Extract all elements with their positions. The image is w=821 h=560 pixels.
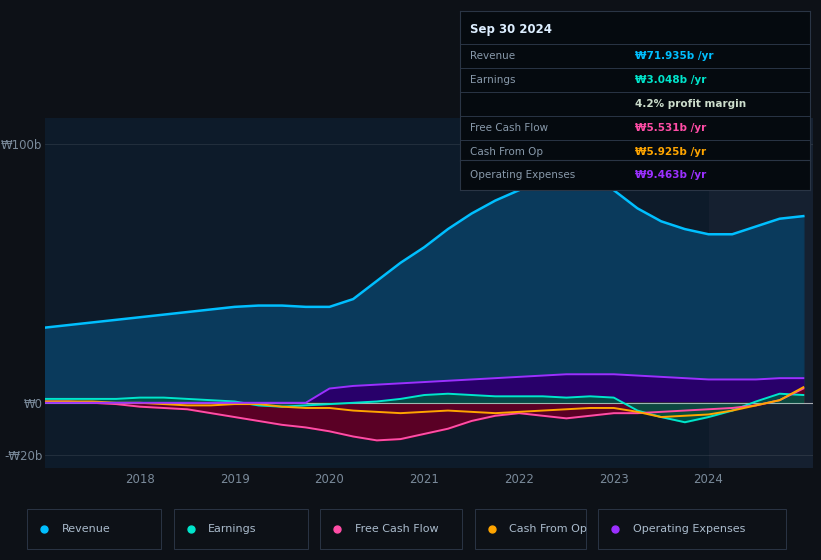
- Text: ₩3.048b /yr: ₩3.048b /yr: [635, 75, 706, 85]
- Text: Earnings: Earnings: [470, 75, 516, 85]
- Text: Sep 30 2024: Sep 30 2024: [470, 23, 553, 36]
- Text: Free Cash Flow: Free Cash Flow: [470, 123, 548, 133]
- Text: Cash From Op: Cash From Op: [509, 525, 587, 534]
- Text: Revenue: Revenue: [470, 51, 516, 61]
- Text: Cash From Op: Cash From Op: [470, 147, 544, 157]
- Bar: [709, 118, 813, 468]
- Text: Operating Expenses: Operating Expenses: [633, 525, 745, 534]
- Text: Operating Expenses: Operating Expenses: [470, 170, 576, 180]
- Text: ₩5.925b /yr: ₩5.925b /yr: [635, 147, 706, 157]
- Text: Free Cash Flow: Free Cash Flow: [355, 525, 438, 534]
- Text: ₩5.531b /yr: ₩5.531b /yr: [635, 123, 706, 133]
- Text: ₩9.463b /yr: ₩9.463b /yr: [635, 170, 706, 180]
- Text: Earnings: Earnings: [209, 525, 257, 534]
- Text: Revenue: Revenue: [62, 525, 110, 534]
- Text: ₩71.935b /yr: ₩71.935b /yr: [635, 51, 713, 61]
- Text: 4.2% profit margin: 4.2% profit margin: [635, 99, 745, 109]
